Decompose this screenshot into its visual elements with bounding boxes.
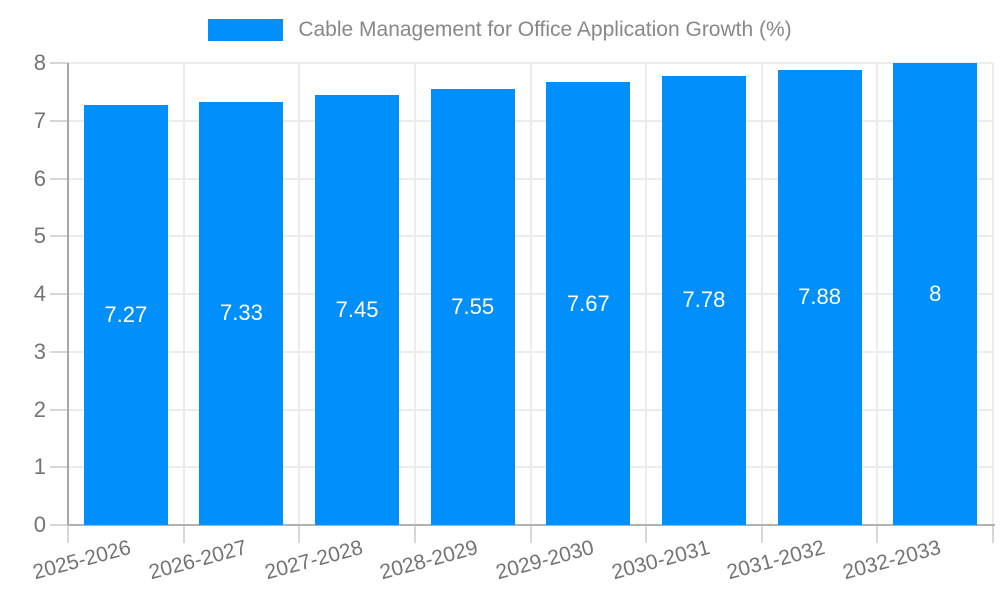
- gridline-vertical: [182, 63, 185, 525]
- x-axis-label: 2029-2030: [493, 536, 597, 585]
- x-axis-label: 2032-2033: [840, 536, 944, 585]
- y-axis-tick: [50, 62, 68, 64]
- chart-legend: Cable Management for Office Application …: [0, 18, 1000, 42]
- x-axis-label: 2026-2027: [146, 536, 250, 585]
- bar[interactable]: 7.55: [430, 88, 515, 525]
- gridline-vertical: [992, 63, 994, 525]
- gridline-vertical: [413, 63, 416, 525]
- x-axis-tick: [876, 525, 879, 543]
- gridline-vertical: [876, 63, 879, 525]
- x-axis-tick: [67, 525, 69, 543]
- x-axis-tick: [992, 525, 994, 543]
- y-axis-tick: [50, 350, 68, 353]
- x-axis-line: [68, 524, 995, 526]
- x-axis-label: 2025-2026: [30, 536, 134, 585]
- x-axis-tick: [298, 525, 301, 543]
- x-axis-label: 2030-2031: [608, 536, 712, 585]
- bar-value-label: 7.33: [220, 300, 263, 326]
- gridline-vertical: [298, 63, 301, 525]
- x-axis-tick: [182, 525, 185, 543]
- y-axis-label: 1: [33, 454, 46, 480]
- y-axis-tick: [50, 408, 68, 411]
- y-axis-tick: [50, 293, 68, 295]
- gridline-vertical: [645, 63, 648, 525]
- x-axis-tick: [645, 525, 648, 543]
- bar[interactable]: 7.33: [199, 101, 284, 525]
- bar[interactable]: 7.78: [661, 75, 746, 525]
- bar-value-label: 7.78: [682, 287, 726, 313]
- y-axis-label: 8: [33, 50, 46, 75]
- y-axis-line: [67, 63, 69, 525]
- y-axis-label: 5: [33, 223, 46, 249]
- y-axis-tick: [50, 524, 68, 526]
- y-axis-tick: [50, 235, 68, 238]
- bar-value-label: 7.67: [566, 290, 610, 316]
- bar-value-label: 7.27: [104, 302, 148, 328]
- y-axis-label: 6: [33, 165, 46, 191]
- y-axis-label: 0: [33, 512, 46, 537]
- bar-value-label: 7.88: [798, 284, 841, 310]
- y-axis-tick: [50, 177, 68, 180]
- x-axis-tick: [760, 525, 763, 543]
- bar-value-label: 8: [929, 281, 942, 306]
- legend-swatch-icon: [208, 19, 284, 41]
- gridline-vertical: [529, 63, 532, 525]
- gridline-vertical: [760, 63, 763, 525]
- y-axis-label: 3: [33, 338, 46, 364]
- y-axis-tick: [50, 119, 68, 122]
- x-axis-label: 2028-2029: [377, 536, 481, 585]
- bar[interactable]: 7.45: [315, 94, 400, 525]
- x-axis-label: 2031-2032: [724, 536, 828, 585]
- bar[interactable]: 8: [893, 63, 978, 525]
- y-axis-label: 2: [33, 396, 46, 422]
- y-axis-label: 4: [33, 281, 46, 306]
- x-axis-tick: [529, 525, 532, 543]
- bar[interactable]: 7.88: [777, 69, 862, 525]
- y-axis-tick: [50, 466, 68, 469]
- bar-value-label: 7.55: [451, 293, 495, 319]
- x-axis-label: 2027-2028: [262, 536, 366, 585]
- bar-value-label: 7.45: [335, 296, 379, 322]
- x-axis-tick: [413, 525, 416, 543]
- bar[interactable]: 7.67: [546, 82, 631, 525]
- bar[interactable]: 7.27: [83, 105, 168, 525]
- y-axis-label: 7: [33, 107, 46, 133]
- chart-title: Cable Management for Office Application …: [298, 18, 792, 41]
- legend-item[interactable]: Cable Management for Office Application …: [208, 18, 792, 42]
